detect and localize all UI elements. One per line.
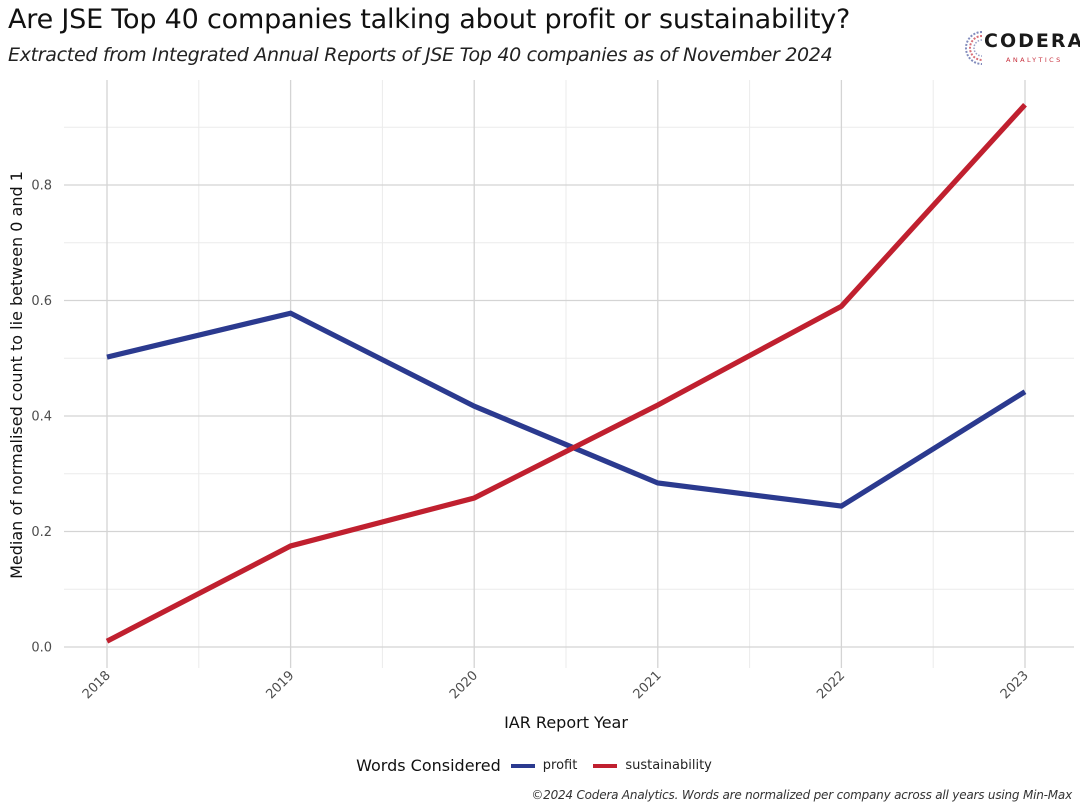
x-tick-label: 2019 <box>263 668 297 702</box>
grid-major <box>64 80 1074 668</box>
series-line-sustainability <box>105 102 1027 644</box>
codera-logo-mark-icon <box>965 31 983 65</box>
x-axis-title: IAR Report Year <box>504 713 628 732</box>
y-axis-ticks: 0.0 0.2 0.4 0.6 0.8 <box>31 179 52 656</box>
chart-subtitle: Extracted from Integrated Annual Reports… <box>8 44 833 66</box>
x-tick-label: 2021 <box>631 668 665 702</box>
series-line-profit <box>106 310 1027 509</box>
grid-minor <box>64 80 1074 668</box>
logo-wordmark: CODERA <box>984 30 1080 52</box>
y-tick-label: 0.0 <box>31 641 52 656</box>
line-chart: 0.0 0.2 0.4 0.6 0.8 2018 2019 2020 2021 2022 2023… <box>7 80 1074 732</box>
legend-label-profit: profit <box>542 758 578 773</box>
legend-label-sustainability: sustainability <box>625 758 712 773</box>
logo-tagline: ANALYTICS <box>1006 56 1063 64</box>
series-lines <box>105 102 1027 644</box>
y-tick-label: 0.4 <box>31 410 52 425</box>
x-tick-label: 2020 <box>447 668 481 702</box>
x-tick-label: 2022 <box>814 668 848 702</box>
legend-key-profit <box>510 763 535 768</box>
legend-title: Words Considered <box>356 756 501 775</box>
y-tick-label: 0.8 <box>31 179 52 194</box>
chart-title: Are JSE Top 40 companies talking about p… <box>8 4 851 35</box>
legend-key-sustainability <box>593 763 618 768</box>
caption: ©2024 Codera Analytics. Words are normal… <box>531 788 1072 802</box>
x-axis-ticks: 2018 2019 2020 2021 2022 2023 <box>80 668 1032 702</box>
codera-logo: CODERA ANALYTICS <box>962 28 1080 70</box>
x-tick-label: 2023 <box>998 668 1032 702</box>
legend: Words Considered profit sustainability <box>0 756 1080 775</box>
y-tick-label: 0.2 <box>31 525 52 540</box>
y-axis-title: Median of normalised count to lie betwee… <box>7 171 26 579</box>
x-tick-label: 2018 <box>80 668 114 702</box>
y-tick-label: 0.6 <box>31 294 52 309</box>
